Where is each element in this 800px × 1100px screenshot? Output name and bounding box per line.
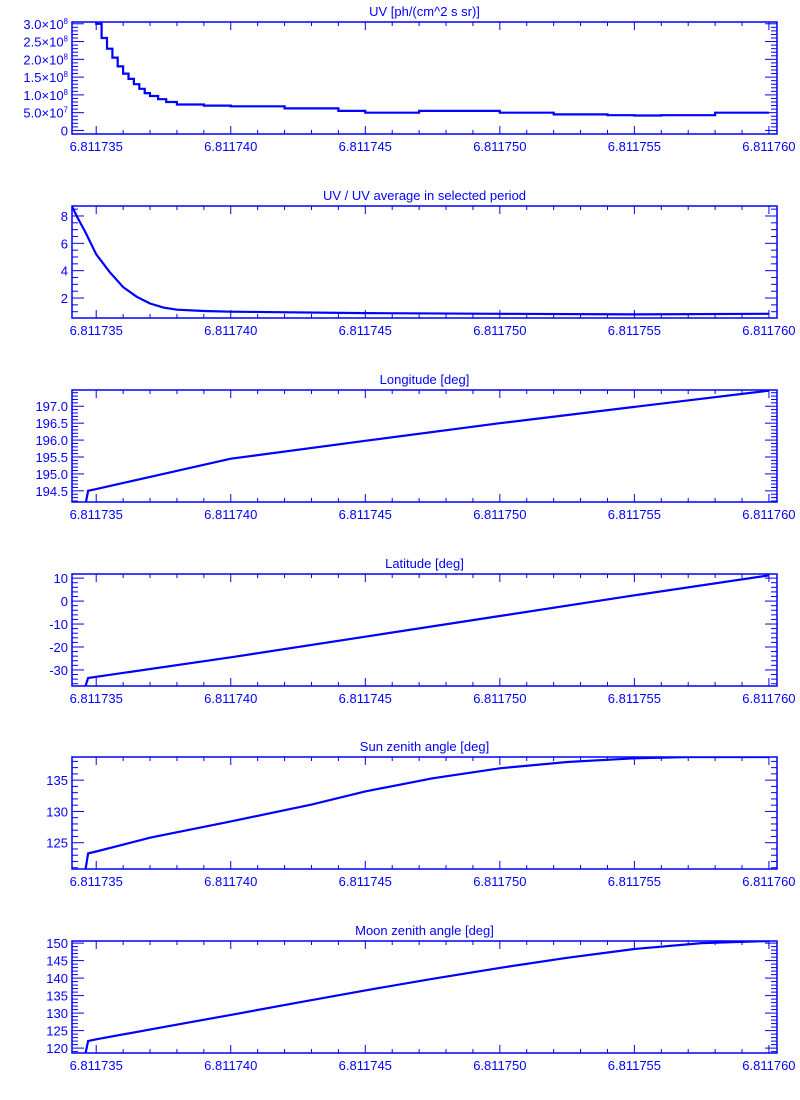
plot-panel-2: UV / UV average in selected period 6.8117… — [61, 188, 796, 338]
data-series-line — [72, 206, 769, 316]
x-tick-label: 6.811745 — [339, 139, 392, 154]
y-tick-label: 2.5×108 — [23, 35, 68, 50]
plot-title: Sun zenith angle [deg] — [360, 739, 489, 754]
plot-frame — [71, 756, 778, 870]
x-tick-label: 6.811740 — [204, 1058, 257, 1073]
x-tick-label: 6.811735 — [70, 507, 123, 522]
x-tick-label: 6.811760 — [742, 139, 795, 154]
x-tick-label: 6.811745 — [339, 874, 392, 889]
x-tick-label: 6.811740 — [204, 874, 257, 889]
x-tick-label: 6.811750 — [473, 691, 526, 706]
x-tick-label: 6.811760 — [742, 323, 795, 338]
y-tick-label: 6 — [61, 236, 68, 251]
y-tick-label: 194.5 — [35, 484, 68, 499]
y-tick-label: 130 — [46, 1006, 68, 1021]
x-tick-label: 6.811740 — [204, 691, 257, 706]
data-series-line — [84, 757, 769, 869]
x-tick-label: 6.811760 — [742, 1058, 795, 1073]
y-tick-label: 195.5 — [35, 450, 68, 465]
plot-panel-3: Longitude [deg] 6.811735 6.811740 6.811745 6… — [35, 372, 795, 522]
x-tick-label: 6.811755 — [608, 139, 661, 154]
y-tick-label: 140 — [46, 971, 68, 986]
data-series-line — [95, 22, 769, 117]
x-tick-label: 6.811735 — [70, 691, 123, 706]
y-tick-label: 4 — [61, 264, 68, 279]
plot-frame — [71, 389, 778, 503]
y-tick-label: 125 — [46, 1024, 68, 1039]
y-tick-label: 196.0 — [35, 433, 68, 448]
y-tick-label: 195.0 — [35, 467, 68, 482]
y-tick-label: 120 — [46, 1041, 68, 1056]
x-tick-label: 6.811750 — [473, 874, 526, 889]
x-tick-label: 6.811745 — [339, 507, 392, 522]
y-tick-label: 3.0×108 — [23, 17, 68, 32]
y-tick-label: 150 — [46, 936, 68, 951]
y-tick-label: 196.5 — [35, 416, 68, 431]
x-tick-label: 6.811740 — [204, 507, 257, 522]
x-tick-label: 6.811755 — [608, 507, 661, 522]
y-tick-label: -20 — [49, 640, 68, 655]
y-tick-label: 145 — [46, 954, 68, 969]
x-tick-label: 6.811760 — [742, 874, 795, 889]
plot-frame — [71, 205, 778, 319]
x-tick-label: 6.811750 — [473, 323, 526, 338]
x-tick-label: 6.811735 — [70, 874, 123, 889]
plot-title: Latitude [deg] — [385, 556, 464, 571]
x-tick-label: 6.811750 — [473, 1058, 526, 1073]
x-tick-label: 6.811735 — [70, 323, 123, 338]
y-tick-label: 135 — [46, 989, 68, 1004]
y-tick-label: 1.0×108 — [23, 88, 68, 103]
x-tick-label: 6.811755 — [608, 1058, 661, 1073]
x-tick-label: 6.811735 — [70, 139, 123, 154]
y-tick-label: 10 — [54, 571, 68, 586]
x-tick-label: 6.811740 — [204, 323, 257, 338]
plot-frame — [71, 573, 778, 687]
plot-title: Moon zenith angle [deg] — [355, 923, 494, 938]
plot-title: UV [ph/(cm^2 s sr)] — [369, 4, 480, 19]
x-tick-label: 6.811745 — [339, 691, 392, 706]
y-tick-label: 5.0×107 — [23, 106, 68, 121]
y-tick-label: -30 — [49, 663, 68, 678]
y-tick-label: 135 — [46, 773, 68, 788]
y-tick-label: 197.0 — [35, 399, 68, 414]
y-tick-label: 0 — [61, 123, 68, 138]
y-tick-label: 125 — [46, 836, 68, 851]
x-tick-label: 6.811755 — [608, 691, 661, 706]
x-tick-label: 6.811760 — [742, 507, 795, 522]
x-tick-label: 6.811750 — [473, 139, 526, 154]
plot-title: UV / UV average in selected period — [323, 188, 526, 203]
plot-title: Longitude [deg] — [380, 372, 470, 387]
data-series-line — [84, 574, 770, 686]
plot-frame — [71, 21, 778, 135]
y-tick-label: 8 — [61, 209, 68, 224]
x-tick-label: 6.811735 — [70, 1058, 123, 1073]
y-tick-label: 1.5×108 — [23, 70, 68, 85]
y-tick-label: -10 — [49, 617, 68, 632]
plot-frame — [71, 940, 778, 1054]
data-series-line — [84, 390, 770, 502]
plot-panel-1: UV [ph/(cm^2 s sr)] 6.811735 6.811740 6.811… — [23, 4, 795, 154]
x-tick-label: 6.811740 — [204, 139, 257, 154]
x-tick-label: 6.811745 — [339, 323, 392, 338]
y-tick-label: 2 — [61, 291, 68, 306]
x-tick-label: 6.811750 — [473, 507, 526, 522]
y-tick-label: 0 — [61, 594, 68, 609]
x-tick-label: 6.811755 — [608, 874, 661, 889]
y-tick-label: 2.0×108 — [23, 52, 68, 67]
x-tick-label: 6.811745 — [339, 1058, 392, 1073]
x-tick-label: 6.811760 — [742, 691, 795, 706]
plot-panel-5: Sun zenith angle [deg] 6.811735 6.811740 6.… — [46, 739, 795, 889]
plot-panel-4: Latitude [deg] 6.811735 6.811740 6.811745 6.… — [49, 556, 795, 706]
y-tick-label: 130 — [46, 804, 68, 819]
plot-panel-6: Moon zenith angle [deg] 6.811735 6.811740 6… — [46, 923, 795, 1073]
data-series-line — [84, 941, 769, 1053]
x-tick-label: 6.811755 — [608, 323, 661, 338]
